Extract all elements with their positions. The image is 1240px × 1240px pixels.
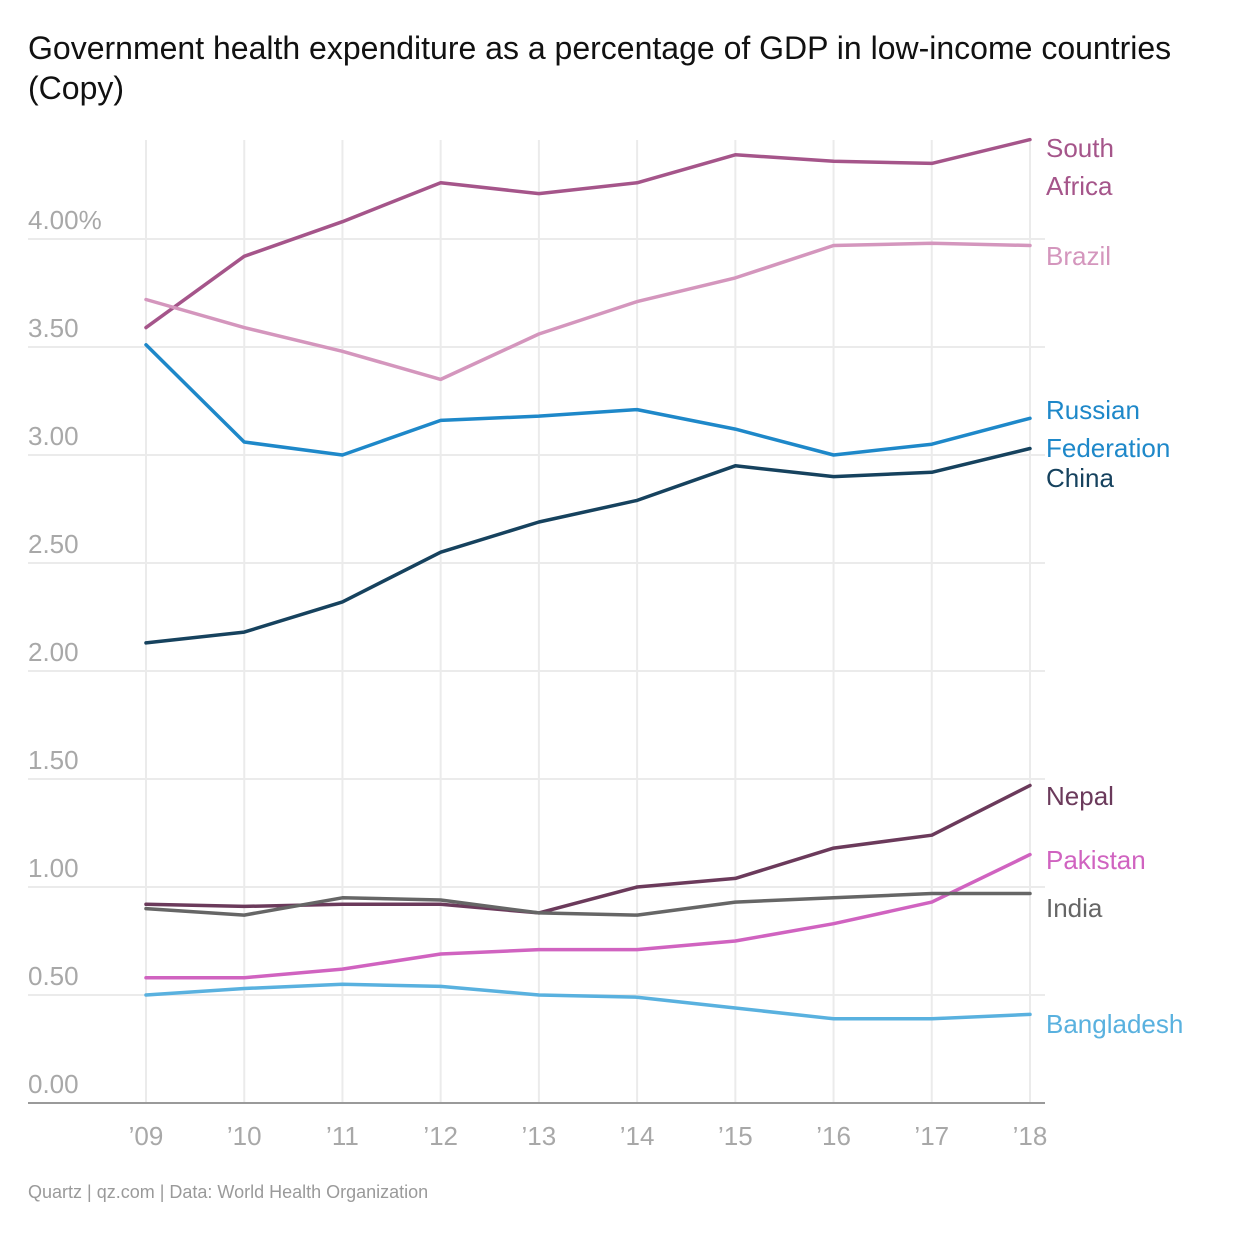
horizontal-gridlines: [28, 238, 1045, 996]
y-tick-label: 4.00%: [28, 205, 102, 235]
series-label-india: India: [1046, 893, 1103, 923]
y-tick-label: 3.50: [28, 313, 79, 343]
x-tick-label: ’16: [816, 1121, 851, 1151]
y-tick-label: 2.00: [28, 637, 79, 667]
x-tick-label: ’14: [620, 1121, 655, 1151]
series-line-bangladesh: [144, 982, 1032, 1021]
x-tick-label: ’13: [522, 1121, 557, 1151]
x-tick-label: ’17: [914, 1121, 949, 1151]
source-note: Quartz | qz.com | Data: World Health Org…: [28, 1182, 429, 1202]
series-label-nepal: Nepal: [1046, 781, 1114, 811]
series-line-south-africa: [144, 137, 1032, 330]
x-axis-ticks: ’09 ’10 ’11 ’12 ’13 ’14 ’15 ’16 ’17 ’18: [129, 1121, 1048, 1151]
series-line-china: [144, 446, 1032, 645]
x-tick-label: ’10: [227, 1121, 262, 1151]
series-label-china: China: [1046, 463, 1114, 493]
series-label-brazil: Brazil: [1046, 241, 1111, 271]
series-label-south-africa: South Africa: [1046, 133, 1114, 201]
series-line-india: [144, 891, 1032, 917]
y-tick-label: 2.50: [28, 529, 79, 559]
series-label-russian-federation: Russian Federation: [1046, 395, 1170, 463]
x-tick-label: ’11: [326, 1121, 359, 1151]
series-lines: [144, 137, 1032, 1021]
y-tick-label: 3.00: [28, 421, 79, 451]
x-tick-label: ’09: [129, 1121, 164, 1151]
y-tick-label: 1.50: [28, 745, 79, 775]
series-label-bangladesh: Bangladesh: [1046, 1009, 1183, 1039]
x-tick-label: ’18: [1013, 1121, 1048, 1151]
series-line-pakistan: [144, 852, 1032, 980]
y-axis-ticks: 0.00 0.50 1.00 1.50 2.00 2.50 3.00 3.50 4.00%: [28, 205, 102, 1099]
y-tick-label: 0.50: [28, 961, 79, 991]
series-line-russian-federation: [144, 343, 1032, 457]
y-tick-label: 0.00: [28, 1069, 79, 1099]
y-tick-label: 1.00: [28, 853, 79, 883]
x-tick-label: ’15: [718, 1121, 753, 1151]
series-label-pakistan: Pakistan: [1046, 845, 1146, 875]
x-tick-label: ’12: [423, 1121, 458, 1151]
series-line-brazil: [144, 241, 1032, 382]
chart-title: Government health expenditure as a perce…: [28, 30, 1172, 106]
